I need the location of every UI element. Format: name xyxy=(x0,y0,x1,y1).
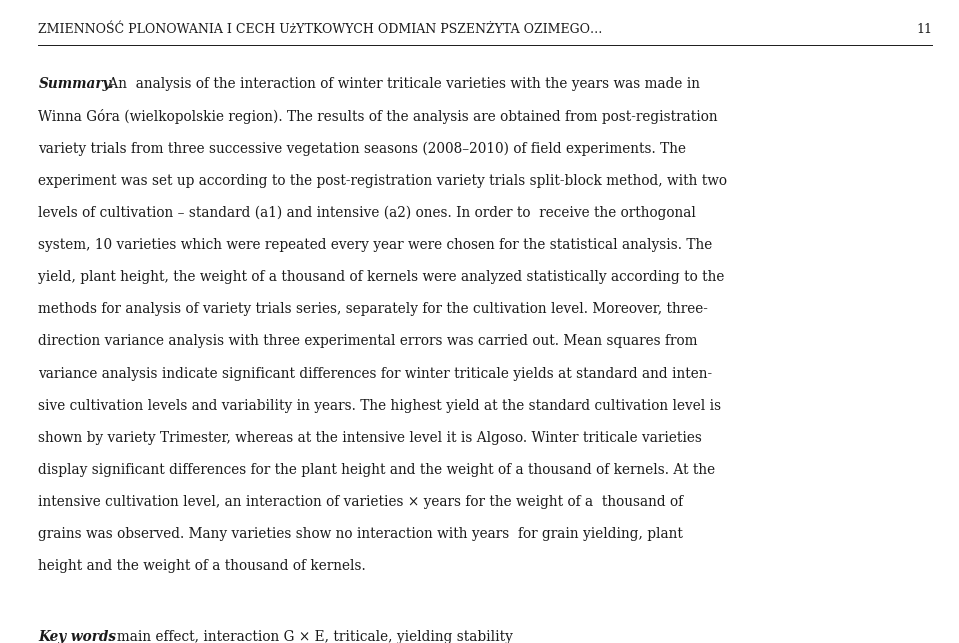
Text: intensive cultivation level, an interaction of varieties × years for the weight : intensive cultivation level, an interact… xyxy=(38,495,684,509)
Text: : main effect, interaction G × E, triticale, yielding stability: : main effect, interaction G × E, tritic… xyxy=(108,630,513,643)
Text: Key words: Key words xyxy=(38,630,116,643)
Text: variance analysis indicate significant differences for winter triticale yields a: variance analysis indicate significant d… xyxy=(38,367,713,381)
Text: shown by variety Trimester, whereas at the intensive level it is Algoso. Winter : shown by variety Trimester, whereas at t… xyxy=(38,431,702,445)
Text: levels of cultivation – standard (a1) and intensive (a2) ones. In order to  rece: levels of cultivation – standard (a1) an… xyxy=(38,206,696,220)
Text: experiment was set up according to the post-registration variety trials split-bl: experiment was set up according to the p… xyxy=(38,174,727,188)
Text: Winna Góra (wielkopolskie region). The results of the analysis are obtained from: Winna Góra (wielkopolskie region). The r… xyxy=(38,109,718,124)
Text: Summary.: Summary. xyxy=(38,77,114,91)
Text: 11: 11 xyxy=(916,23,932,36)
Text: methods for analysis of variety trials series, separately for the cultivation le: methods for analysis of variety trials s… xyxy=(38,302,709,316)
Text: system, 10 varieties which were repeated every year were chosen for the statisti: system, 10 varieties which were repeated… xyxy=(38,238,713,252)
Text: sive cultivation levels and variability in years. The highest yield at the stand: sive cultivation levels and variability … xyxy=(38,399,721,413)
Text: grains was observed. Many varieties show no interaction with years  for grain yi: grains was observed. Many varieties show… xyxy=(38,527,683,541)
Text: variety trials from three successive vegetation seasons (2008–2010) of field exp: variety trials from three successive veg… xyxy=(38,141,687,156)
Text: An  analysis of the interaction of winter triticale varieties with the years was: An analysis of the interaction of winter… xyxy=(105,77,700,91)
Text: ZMIENNOŚĆ PLONOWANIA I CECH UżYTKOWYCH ODMIAN PSZENŻYTA OZIMEGO…: ZMIENNOŚĆ PLONOWANIA I CECH UżYTKOWYCH O… xyxy=(38,23,603,36)
Text: direction variance analysis with three experimental errors was carried out. Mean: direction variance analysis with three e… xyxy=(38,334,698,349)
Text: yield, plant height, the weight of a thousand of kernels were analyzed statistic: yield, plant height, the weight of a tho… xyxy=(38,270,725,284)
Text: display significant differences for the plant height and the weight of a thousan: display significant differences for the … xyxy=(38,463,715,477)
Text: height and the weight of a thousand of kernels.: height and the weight of a thousand of k… xyxy=(38,559,366,574)
